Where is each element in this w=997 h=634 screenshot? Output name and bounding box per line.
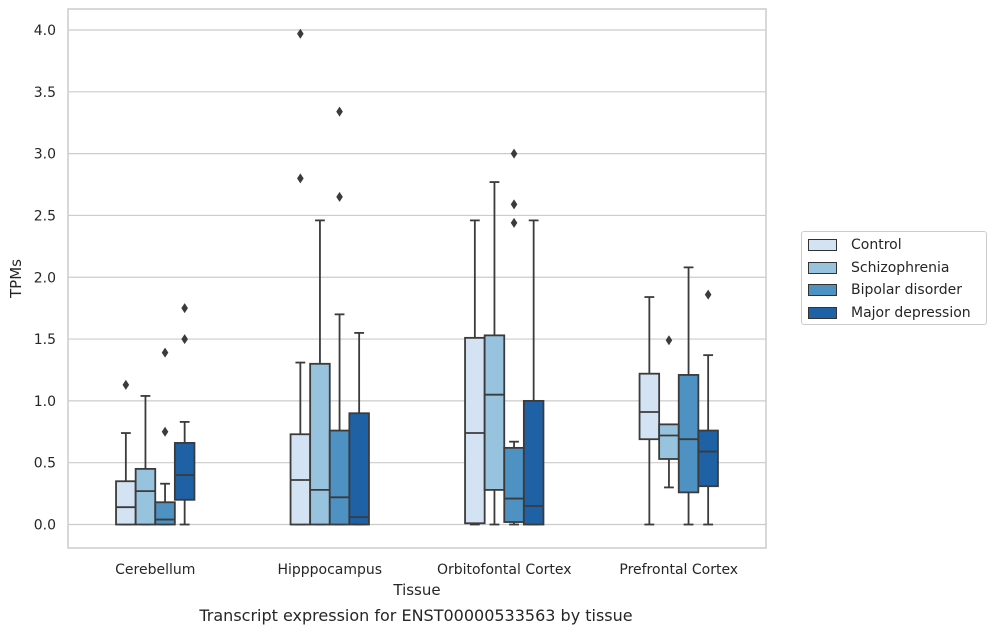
x-tick-label: Hipppocampus bbox=[277, 562, 382, 578]
legend-item: Control bbox=[808, 236, 902, 254]
box-body bbox=[154, 501, 176, 526]
box-control bbox=[638, 296, 661, 526]
outlier-point bbox=[336, 191, 343, 202]
plot-area bbox=[68, 9, 766, 548]
outlier-point bbox=[297, 28, 304, 39]
box-body bbox=[677, 374, 700, 494]
y-tick-label: 0.5 bbox=[34, 456, 56, 472]
y-tick-label: 1.5 bbox=[34, 332, 56, 348]
legend-item: Schizophrenia bbox=[808, 259, 949, 277]
axes-frame bbox=[67, 8, 767, 549]
legend: Control Schizophrenia Bipolar disorder Majo… bbox=[801, 231, 987, 325]
box-major-depression bbox=[697, 289, 719, 526]
outlier-point bbox=[510, 217, 518, 228]
box-schizophrenia bbox=[658, 335, 680, 489]
box-schizophrenia bbox=[483, 181, 506, 526]
legend-swatch bbox=[808, 306, 837, 319]
legend-item: Bipolar disorder bbox=[808, 281, 962, 299]
outlier-point bbox=[161, 347, 169, 358]
box-body bbox=[173, 442, 196, 501]
y-tick-label: 3.5 bbox=[34, 85, 56, 101]
box-body bbox=[134, 467, 157, 526]
legend-label: Control bbox=[851, 237, 902, 253]
legend-swatch bbox=[808, 284, 837, 296]
box-body bbox=[464, 336, 486, 525]
legend-swatch bbox=[808, 261, 837, 274]
box-body bbox=[115, 480, 137, 526]
box-body bbox=[328, 429, 351, 526]
y-axis-title: TPMs bbox=[7, 259, 25, 299]
outlier-point bbox=[297, 173, 304, 184]
box-major-depression bbox=[348, 331, 370, 526]
outlier-point bbox=[510, 199, 518, 210]
legend-label: Bipolar disorder bbox=[851, 282, 963, 298]
chart-caption: Transcript expression for ENST0000053356… bbox=[199, 606, 633, 625]
y-tick-label: 4.0 bbox=[34, 23, 56, 39]
y-tick-label: 2.0 bbox=[34, 270, 56, 286]
y-tick-label: 3.0 bbox=[34, 147, 56, 163]
legend-swatch bbox=[808, 239, 837, 251]
y-tick-label: 0.0 bbox=[34, 518, 56, 534]
box-body bbox=[348, 412, 370, 526]
outlier-point bbox=[665, 335, 673, 346]
outlier-point bbox=[122, 379, 130, 390]
box-body bbox=[309, 362, 331, 526]
outlier-point bbox=[704, 289, 712, 300]
box-body bbox=[522, 399, 545, 526]
outlier-point bbox=[510, 148, 518, 159]
box-major-depression bbox=[173, 303, 196, 526]
outlier-point bbox=[181, 334, 188, 345]
box-schizophrenia bbox=[134, 395, 157, 526]
legend-label: Major depression bbox=[851, 304, 971, 321]
y-tick-label: 1.0 bbox=[34, 394, 56, 410]
x-axis-title: Tissue bbox=[392, 581, 440, 599]
legend-label: Schizophrenia bbox=[851, 259, 950, 276]
outlier-point bbox=[181, 303, 188, 314]
box-body bbox=[658, 423, 680, 460]
y-tick-label: 2.5 bbox=[34, 208, 56, 224]
x-tick-label: Cerebellum bbox=[115, 562, 195, 578]
legend-item: Major depression bbox=[808, 304, 971, 322]
box-body bbox=[697, 429, 719, 488]
box-major-depression bbox=[522, 219, 545, 526]
x-tick-label: Prefrontal Cortex bbox=[619, 562, 738, 578]
box-bipolar-disorder bbox=[154, 347, 176, 526]
box-body bbox=[483, 334, 506, 491]
box-body bbox=[638, 372, 661, 441]
outlier-point bbox=[161, 426, 169, 437]
box-body bbox=[503, 446, 525, 523]
x-tick-label: Orbitofontal Cortex bbox=[437, 562, 572, 578]
outlier-point bbox=[336, 106, 343, 117]
